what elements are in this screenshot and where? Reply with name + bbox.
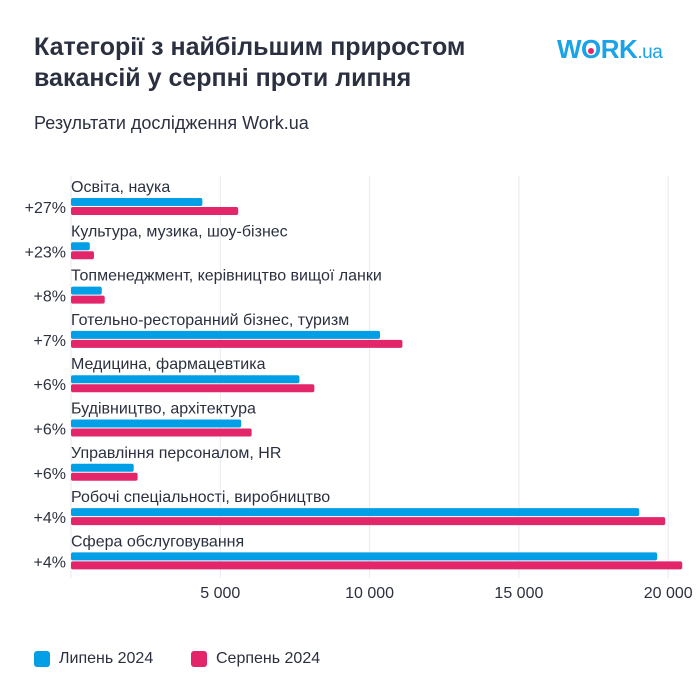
growth-label: +6% <box>34 422 66 439</box>
category-label: Освіта, наука <box>71 179 170 196</box>
legend-item-august: Серпень 2024 <box>191 650 320 668</box>
growth-label: +27% <box>25 200 66 217</box>
category-label: Культура, музика, шоу-бізнес <box>71 223 288 240</box>
growth-label: +4% <box>34 554 66 571</box>
x-tick-label: 5 000 <box>200 585 240 602</box>
legend-swatch-july <box>34 651 50 667</box>
category-label: Топменеджмент, керівництво вищої ланки <box>71 268 382 285</box>
legend-item-july: Липень 2024 <box>34 650 153 668</box>
chart-subtitle: Результати дослідження Work.ua <box>34 113 309 133</box>
bar-august <box>71 384 315 393</box>
category-label: Управління персоналом, HR <box>71 445 281 462</box>
bar-chart: 5 000 10 000 15 000 20 000 Освіта, наука +27%… <box>25 176 693 602</box>
bar-july <box>71 286 102 295</box>
legend-swatch-august <box>191 651 207 667</box>
growth-label: +8% <box>34 289 66 306</box>
category-label: Робочі спеціальності, виробництво <box>71 489 330 506</box>
growth-label: +4% <box>34 510 66 527</box>
bar-july <box>71 463 134 472</box>
x-tick-label: 15 000 <box>494 585 543 602</box>
legend-label-august: Серпень 2024 <box>216 650 321 667</box>
category-label: Готельно-ресторанний бізнес, туризм <box>71 312 349 329</box>
bar-july <box>71 198 203 206</box>
growth-label: +7% <box>34 333 66 350</box>
bar-august <box>71 561 683 570</box>
category-label: Медицина, фармацевтика <box>71 356 266 373</box>
bar-july <box>71 419 242 428</box>
bar-august <box>71 251 94 260</box>
bar-august <box>71 472 138 481</box>
work-ua-logo: WORK.ua <box>557 34 663 64</box>
bar-july <box>71 242 90 251</box>
bar-july <box>71 508 640 517</box>
x-tick-label: 10 000 <box>345 585 394 602</box>
growth-label: +23% <box>25 244 66 261</box>
category-label: Будівництво, архітектура <box>71 401 256 418</box>
category-label: Сфера обслуговування <box>71 533 244 550</box>
bar-august <box>71 339 403 348</box>
chart-title: Категорії з найбільшим приростом вакансі… <box>34 33 466 92</box>
growth-label: +6% <box>34 377 66 394</box>
bar-july <box>71 330 381 339</box>
bar-july <box>71 552 658 561</box>
bar-august <box>71 428 252 437</box>
bar-july <box>71 375 300 384</box>
bar-august <box>71 517 666 526</box>
growth-label: +6% <box>34 466 66 483</box>
bar-august <box>71 207 239 215</box>
bar-august <box>71 295 105 304</box>
x-tick-label: 20 000 <box>644 585 693 602</box>
legend-label-july: Липень 2024 <box>59 650 154 667</box>
